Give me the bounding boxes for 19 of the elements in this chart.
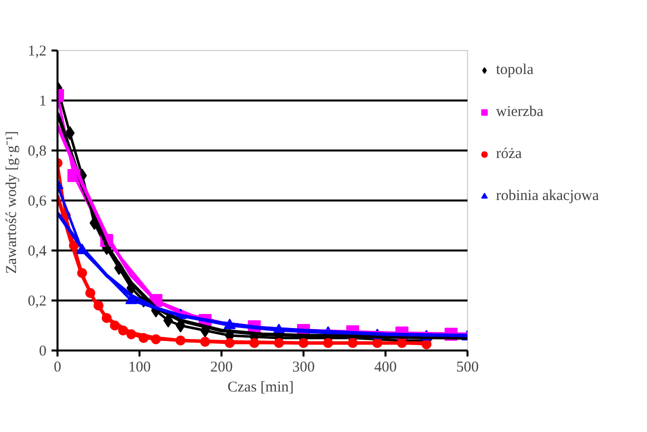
x-tick-label: 0 [54, 360, 62, 376]
y-tick-label: 0,4 [28, 244, 47, 260]
legend-label: wierzba [496, 104, 544, 120]
x-tick-label: 300 [292, 360, 315, 376]
y-tick-label: 1,2 [28, 44, 46, 60]
y-tick-label: 0,2 [28, 294, 46, 310]
y-tick-label: 0,8 [28, 144, 46, 160]
y-axis-title: Zawartość wody [g·g⁻¹] [4, 130, 20, 274]
legend-label: robinia akacjowa [496, 188, 599, 204]
y-tick-label: 0 [39, 344, 46, 360]
x-axis-title: Czas [min] [228, 380, 294, 396]
x-tick-label: 400 [374, 360, 397, 376]
x-tick-label: 500 [456, 360, 479, 376]
legend-label: topola [496, 62, 534, 78]
x-tick-label: 200 [210, 360, 233, 376]
x-tick-label: 100 [128, 360, 151, 376]
y-tick-label: 1 [39, 94, 46, 110]
y-tick-label: 0,6 [28, 194, 47, 210]
legend-label: róża [496, 146, 522, 162]
